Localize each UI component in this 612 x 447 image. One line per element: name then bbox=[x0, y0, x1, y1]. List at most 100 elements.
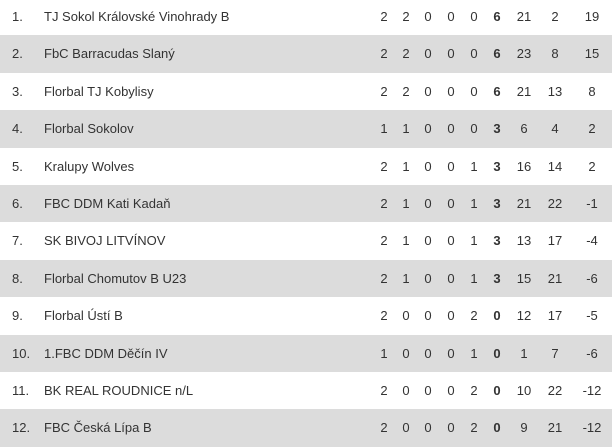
rank: 4. bbox=[12, 121, 23, 137]
wins: 0 bbox=[402, 308, 410, 324]
table-row: 7. SK BIVOJ LITVÍNOV 2 1 0 0 1 3 13 17 -4 bbox=[0, 222, 612, 259]
goals-against: 17 bbox=[547, 308, 563, 324]
table-row: 2. FbC Barracudas Slaný 2 2 0 0 0 6 23 8 15 bbox=[0, 35, 612, 73]
played: 2 bbox=[380, 308, 388, 324]
rank: 12. bbox=[12, 420, 31, 436]
wins: 2 bbox=[402, 9, 410, 24]
losses: 0 bbox=[470, 83, 478, 99]
ot-wins: 0 bbox=[424, 46, 432, 62]
goals-against: 8 bbox=[551, 46, 559, 62]
table-row: 10. 1.FBC DDM Děčín IV 1 0 0 0 1 0 1 7 -6 bbox=[0, 334, 612, 372]
points: 0 bbox=[493, 345, 501, 361]
ot-losses: 0 bbox=[447, 121, 455, 137]
losses: 1 bbox=[470, 270, 478, 286]
ot-losses: 0 bbox=[447, 420, 455, 436]
table-row: 3. Florbal TJ Kobylisy 2 2 0 0 0 6 21 13 8 bbox=[0, 73, 612, 110]
table-row: 9. Florbal Ústí B 2 0 0 0 2 0 12 17 -5 bbox=[0, 297, 612, 334]
losses: 2 bbox=[470, 308, 478, 324]
ot-wins: 0 bbox=[424, 383, 432, 398]
team-name: Florbal Ústí B bbox=[44, 308, 123, 324]
ot-wins: 0 bbox=[424, 420, 432, 436]
ot-losses: 0 bbox=[447, 158, 455, 174]
points: 0 bbox=[493, 383, 501, 398]
goals-for: 10 bbox=[516, 383, 532, 398]
goals-for: 15 bbox=[516, 270, 532, 286]
ot-wins: 0 bbox=[424, 196, 432, 211]
ot-wins: 0 bbox=[424, 270, 432, 286]
goals-against: 2 bbox=[551, 9, 559, 24]
goal-difference: -12 bbox=[582, 383, 602, 398]
goals-for: 6 bbox=[520, 121, 528, 137]
goals-for: 21 bbox=[516, 196, 532, 211]
goals-for: 12 bbox=[516, 308, 532, 324]
team-name: Florbal Chomutov B U23 bbox=[44, 270, 187, 286]
table-row: 1. TJ Sokol Královské Vinohrady B 2 2 0 0 0 6 21… bbox=[0, 0, 612, 35]
ot-wins: 0 bbox=[424, 233, 432, 249]
team-name: FBC DDM Kati Kadaň bbox=[44, 196, 171, 211]
ot-losses: 0 bbox=[447, 270, 455, 286]
goals-against: 14 bbox=[547, 158, 563, 174]
team-name: TJ Sokol Královské Vinohrady B bbox=[44, 9, 230, 24]
wins: 1 bbox=[402, 233, 410, 249]
played: 1 bbox=[380, 121, 388, 137]
losses: 1 bbox=[470, 345, 478, 361]
ot-losses: 0 bbox=[447, 233, 455, 249]
goals-against: 13 bbox=[547, 83, 563, 99]
table-row: 8. Florbal Chomutov B U23 2 1 0 0 1 3 15 21 -6 bbox=[0, 259, 612, 298]
rank: 11. bbox=[12, 383, 30, 398]
points: 3 bbox=[493, 233, 501, 249]
goal-difference: 8 bbox=[588, 83, 596, 99]
wins: 1 bbox=[402, 158, 410, 174]
losses: 2 bbox=[470, 420, 478, 436]
table-row: 6. FBC DDM Kati Kadaň 2 1 0 0 1 3 21 22 -1 bbox=[0, 185, 612, 223]
ot-wins: 0 bbox=[424, 308, 432, 324]
goal-difference: -12 bbox=[582, 420, 602, 436]
wins: 1 bbox=[402, 196, 410, 211]
rank: 10. bbox=[12, 345, 31, 361]
played: 2 bbox=[380, 9, 388, 24]
losses: 2 bbox=[470, 383, 478, 398]
points: 0 bbox=[493, 308, 501, 324]
ot-wins: 0 bbox=[424, 158, 432, 174]
ot-losses: 0 bbox=[447, 383, 455, 398]
goal-difference: 15 bbox=[584, 46, 600, 62]
goals-for: 1 bbox=[520, 345, 528, 361]
points: 6 bbox=[493, 83, 501, 99]
goals-for: 9 bbox=[520, 420, 528, 436]
losses: 0 bbox=[470, 9, 478, 24]
goal-difference: -1 bbox=[586, 196, 598, 211]
points: 3 bbox=[493, 121, 501, 137]
wins: 1 bbox=[402, 121, 410, 137]
rank: 2. bbox=[12, 46, 23, 62]
goals-against: 7 bbox=[551, 345, 559, 361]
team-name: Kralupy Wolves bbox=[44, 158, 135, 174]
table-row: 12. FBC Česká Lípa B 2 0 0 0 2 0 9 21 -12 bbox=[0, 409, 612, 447]
goal-difference: -5 bbox=[586, 308, 598, 324]
goal-difference: -6 bbox=[586, 270, 598, 286]
team-name: Florbal Sokolov bbox=[44, 121, 134, 137]
played: 1 bbox=[380, 345, 388, 361]
goals-for: 16 bbox=[516, 158, 532, 174]
ot-wins: 0 bbox=[424, 345, 432, 361]
goal-difference: -4 bbox=[586, 233, 598, 249]
played: 2 bbox=[380, 46, 388, 62]
rank: 3. bbox=[12, 83, 23, 99]
ot-wins: 0 bbox=[424, 9, 432, 24]
played: 2 bbox=[380, 420, 388, 436]
losses: 0 bbox=[470, 121, 478, 137]
points: 3 bbox=[493, 270, 501, 286]
played: 2 bbox=[380, 196, 388, 211]
rank: 5. bbox=[12, 158, 23, 174]
wins: 2 bbox=[402, 46, 410, 62]
table-row: 4. Florbal Sokolov 1 1 0 0 0 3 6 4 2 bbox=[0, 110, 612, 148]
ot-wins: 0 bbox=[424, 83, 432, 99]
goals-against: 21 bbox=[547, 270, 563, 286]
goal-difference: 19 bbox=[584, 9, 600, 24]
team-name: Florbal TJ Kobylisy bbox=[44, 83, 154, 99]
team-name: FbC Barracudas Slaný bbox=[44, 46, 175, 62]
goal-difference: 2 bbox=[588, 158, 596, 174]
goals-for: 23 bbox=[516, 46, 532, 62]
table-row: 11. BK REAL ROUDNICE n/L 2 0 0 0 2 0 10 22 -12 bbox=[0, 372, 612, 409]
team-name: SK BIVOJ LITVÍNOV bbox=[44, 233, 166, 249]
